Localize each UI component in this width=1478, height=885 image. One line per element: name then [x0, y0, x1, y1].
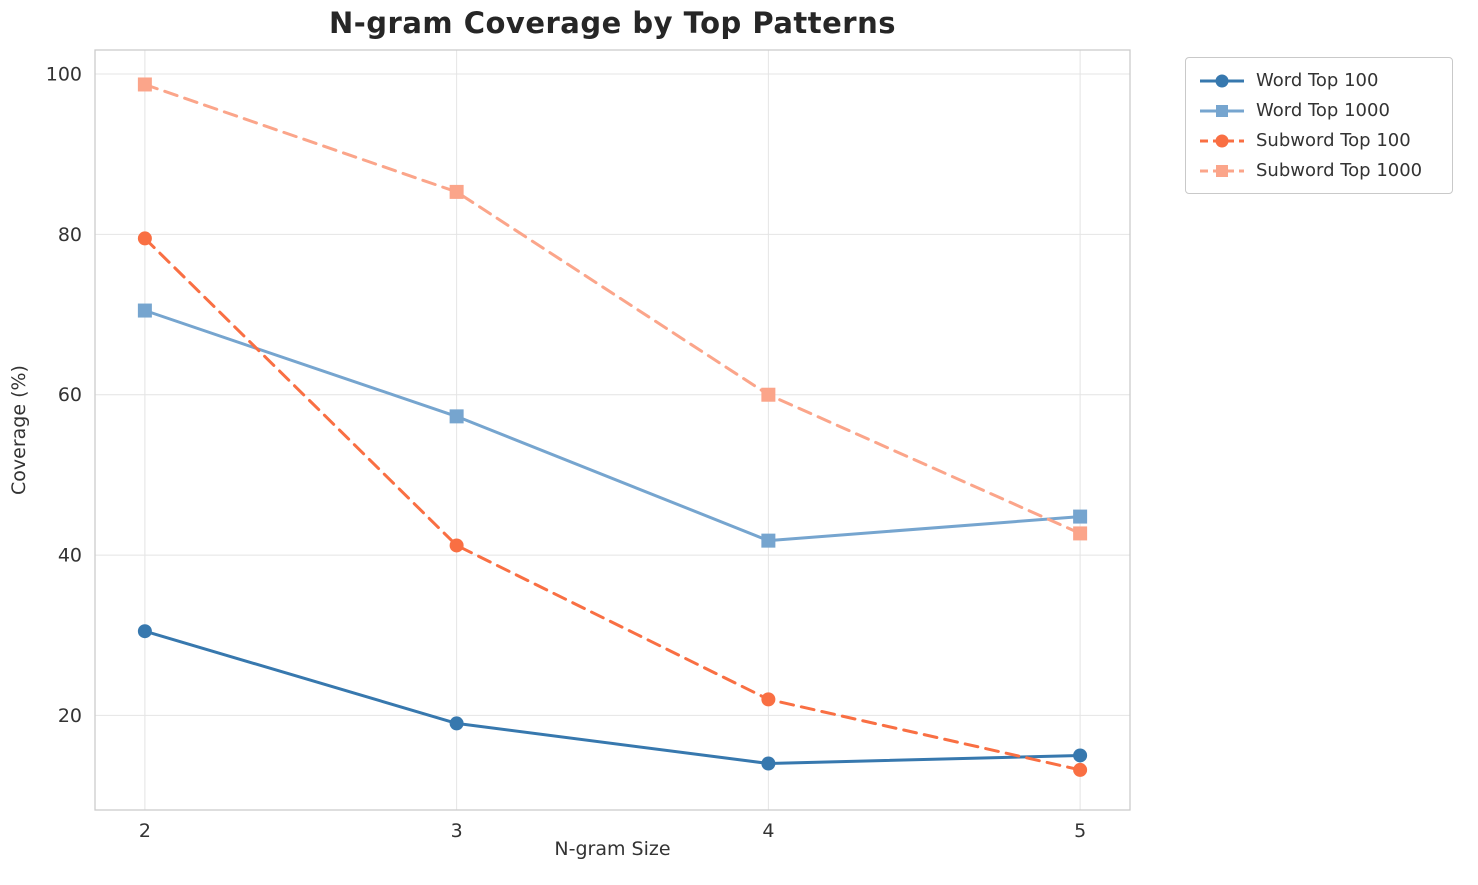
legend-label: Word Top 100	[1256, 70, 1379, 91]
series-marker	[1073, 526, 1088, 541]
legend-swatch	[1200, 104, 1244, 117]
series-marker	[761, 756, 776, 771]
series-marker	[137, 624, 152, 639]
series-marker	[137, 303, 152, 318]
series-marker	[1073, 509, 1088, 524]
x-tick-label: 2	[139, 820, 151, 842]
series-marker	[137, 231, 152, 246]
y-axis-label: Coverage (%)	[8, 365, 30, 495]
legend-marker-icon	[1215, 134, 1229, 147]
x-axis-label: N-gram Size	[554, 838, 671, 860]
series-line-1	[143, 309, 1082, 543]
plot-border	[94, 49, 1131, 811]
legend-item: Word Top 100	[1198, 70, 1434, 91]
legend-marker-icon	[1216, 164, 1228, 177]
series-marker	[449, 409, 464, 424]
series-line-2	[143, 236, 1082, 772]
series-marker	[449, 538, 464, 553]
legend-item: Subword Top 1000	[1198, 160, 1434, 181]
legend-swatch	[1200, 134, 1244, 147]
legend-item: Subword Top 100	[1198, 130, 1434, 151]
legend-item: Word Top 1000	[1198, 100, 1434, 121]
series-marker	[137, 77, 152, 92]
y-tick-label: 100	[46, 64, 82, 86]
legend-label: Subword Top 1000	[1256, 160, 1423, 181]
series-marker	[761, 533, 776, 548]
series-marker	[1073, 748, 1088, 763]
x-tick-label: 5	[1074, 820, 1086, 842]
x-tick-label: 3	[451, 820, 463, 842]
y-tick-label: 60	[58, 384, 82, 406]
series-marker	[449, 184, 464, 199]
legend-marker-icon	[1215, 74, 1229, 87]
legend: Word Top 100 Word Top 1000 Subword Top 100…	[1185, 57, 1453, 194]
series-marker	[761, 387, 776, 402]
y-tick-label: 40	[58, 545, 82, 567]
series-marker	[761, 692, 776, 707]
x-tick-label: 4	[762, 820, 774, 842]
series-line-3	[143, 83, 1082, 535]
chart-title: N-gram Coverage by Top Patterns	[328, 6, 897, 40]
series-marker	[1073, 762, 1088, 777]
series-line-0	[143, 629, 1082, 765]
legend-label: Word Top 1000	[1256, 100, 1390, 121]
legend-label: Subword Top 100	[1256, 130, 1411, 151]
legend-swatch	[1200, 164, 1244, 177]
y-tick-label: 20	[58, 705, 82, 727]
legend-marker-icon	[1216, 104, 1228, 117]
series-marker	[449, 716, 464, 731]
y-tick-label: 80	[58, 224, 82, 246]
legend-swatch	[1200, 74, 1244, 87]
